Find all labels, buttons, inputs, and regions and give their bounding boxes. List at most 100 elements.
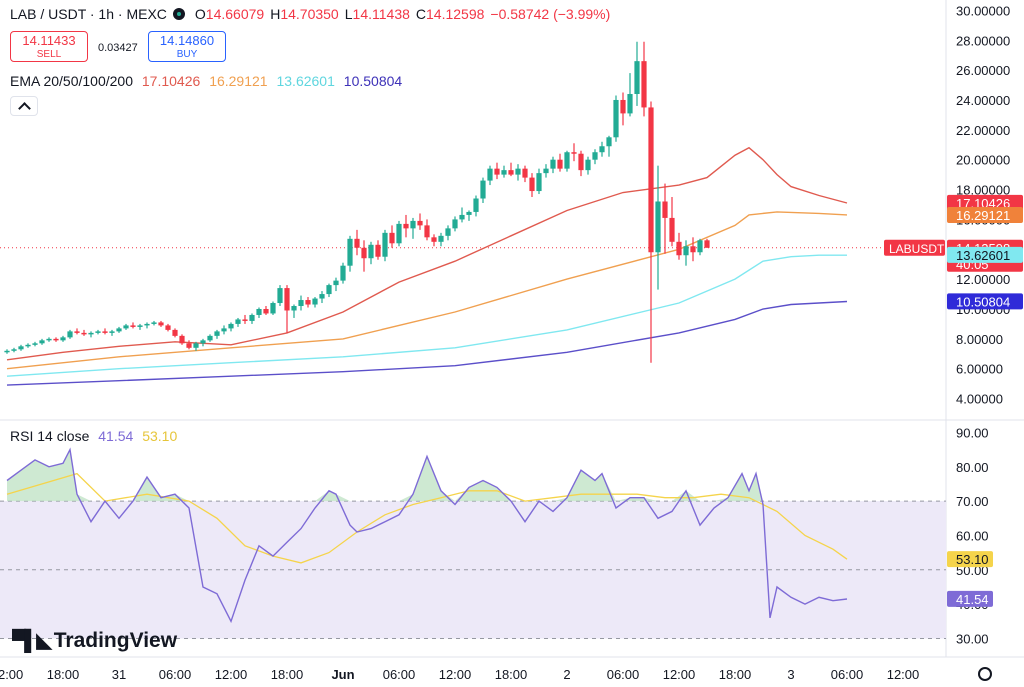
candle-body xyxy=(312,298,318,305)
candle-body xyxy=(116,328,122,332)
rsi-overbought-fill xyxy=(35,459,49,502)
ema-line xyxy=(6,211,848,370)
candle-body xyxy=(67,331,73,338)
candle-body xyxy=(417,220,423,226)
time-tick-label: 18:00 xyxy=(47,667,80,682)
candle-body xyxy=(396,223,402,244)
candle-body xyxy=(298,300,304,307)
price-tick-label: 24.00000 xyxy=(956,93,1010,108)
candle-body xyxy=(515,168,521,175)
ohlc-open-label: O xyxy=(194,6,206,22)
candle-body xyxy=(193,343,199,348)
candle-body xyxy=(543,168,549,174)
candle-body xyxy=(508,170,514,175)
candle-body xyxy=(32,343,38,345)
price-tick-label: 20.00000 xyxy=(956,153,1010,168)
time-tick-label: 12:00 xyxy=(215,667,248,682)
settings-gear-icon[interactable] xyxy=(978,667,992,681)
candle-body xyxy=(375,244,381,257)
time-tick-label: 18:00 xyxy=(495,667,528,682)
candle-body xyxy=(550,159,556,169)
price-tick-label: 4.00000 xyxy=(956,392,1003,407)
candle-body xyxy=(179,335,185,344)
candle-body xyxy=(445,228,451,236)
ohlc-open: 14.66079 xyxy=(205,6,265,22)
candle-body xyxy=(158,322,164,326)
candle-body xyxy=(361,247,367,259)
buy-button[interactable]: 14.14860 BUY xyxy=(148,31,226,62)
candle-body xyxy=(641,61,647,108)
candle-body xyxy=(144,323,150,326)
ema-line xyxy=(6,146,848,361)
time-tick-label: 12:00 xyxy=(439,667,472,682)
candle-body xyxy=(480,180,486,199)
ema20-value: 17.10426 xyxy=(141,73,201,89)
tradingview-logo[interactable]: ▀▌◣ TradingView xyxy=(12,628,177,653)
candle-body xyxy=(354,238,360,248)
rsi-overbought-fill xyxy=(749,473,756,502)
candle-body xyxy=(669,217,675,242)
ema50-price-tag: 16.29121 xyxy=(947,207,1023,224)
sell-button[interactable]: 14.11433 SELL xyxy=(10,31,88,62)
candle-body xyxy=(424,225,430,238)
candle-body xyxy=(697,240,703,253)
ema100-value: 13.62601 xyxy=(276,73,335,89)
rsi-legend[interactable]: RSI 14 close 41.54 53.10 xyxy=(10,428,182,444)
candle-body xyxy=(256,308,262,315)
candle-body xyxy=(466,211,472,215)
candle-body xyxy=(662,201,668,218)
candle-body xyxy=(60,337,66,341)
time-tick-label: 18:00 xyxy=(271,667,304,682)
ema100-price-tag-bg xyxy=(947,246,1023,263)
candle-body xyxy=(620,99,626,114)
time-tick-label: Jun xyxy=(331,667,354,682)
candle-body xyxy=(571,152,577,154)
symbol-title[interactable]: LAB / USDT · 1h · MEXC xyxy=(10,6,167,22)
time-tick-label: 06:00 xyxy=(159,667,192,682)
candle-body xyxy=(74,331,80,333)
rsi-legend-label: RSI 14 close xyxy=(10,428,90,444)
ema200-value: 10.50804 xyxy=(343,73,403,89)
candle-body xyxy=(46,338,52,341)
candle-body xyxy=(186,343,192,348)
rsi-overbought-fill xyxy=(49,463,63,502)
rsi-tick-label: 30.00 xyxy=(956,632,989,647)
rsi-line xyxy=(6,447,848,624)
rsi-overbought-fill xyxy=(77,494,91,502)
ema200-price-tag-text: 10.50804 xyxy=(956,294,1010,309)
candle-body xyxy=(130,325,136,327)
candle-body xyxy=(627,93,633,114)
rsi-value: 41.54 xyxy=(98,428,134,444)
candle-body xyxy=(25,344,31,347)
candle-body xyxy=(39,340,45,344)
candle-body xyxy=(305,300,311,305)
ohlc-high-label: H xyxy=(270,6,281,22)
time-tick-label: 31 xyxy=(112,667,126,682)
candle-body xyxy=(704,240,710,248)
candle-body xyxy=(137,325,143,327)
candle-body xyxy=(235,319,241,324)
symbol-tag: LABUSDT xyxy=(889,242,945,256)
time-tick-label: 06:00 xyxy=(831,667,864,682)
candle-body xyxy=(389,232,395,244)
sell-price: 14.11433 xyxy=(22,33,76,48)
ema-legend[interactable]: EMA 20/50/100/200 17.10426 16.29121 13.6… xyxy=(10,73,407,89)
ohlc-change: −0.58742 (−3.99%) xyxy=(490,6,611,22)
candle-body xyxy=(529,177,535,192)
candle-body xyxy=(263,308,269,314)
candle-body xyxy=(557,159,563,169)
candle-body xyxy=(18,346,24,350)
time-tick-label: 2 xyxy=(563,667,570,682)
candle-body xyxy=(459,214,465,220)
candle-body xyxy=(333,280,339,286)
collapse-legend-button[interactable] xyxy=(10,96,38,116)
ema-line xyxy=(6,300,848,386)
rsi-tick-label: 90.00 xyxy=(956,425,989,440)
candle-body xyxy=(340,265,346,281)
ohlc-high: 14.70350 xyxy=(280,6,339,22)
candle-body xyxy=(214,331,220,336)
rsi-overbought-fill xyxy=(672,490,686,502)
rsi-overbought-fill xyxy=(336,494,350,502)
candle-body xyxy=(410,220,416,229)
